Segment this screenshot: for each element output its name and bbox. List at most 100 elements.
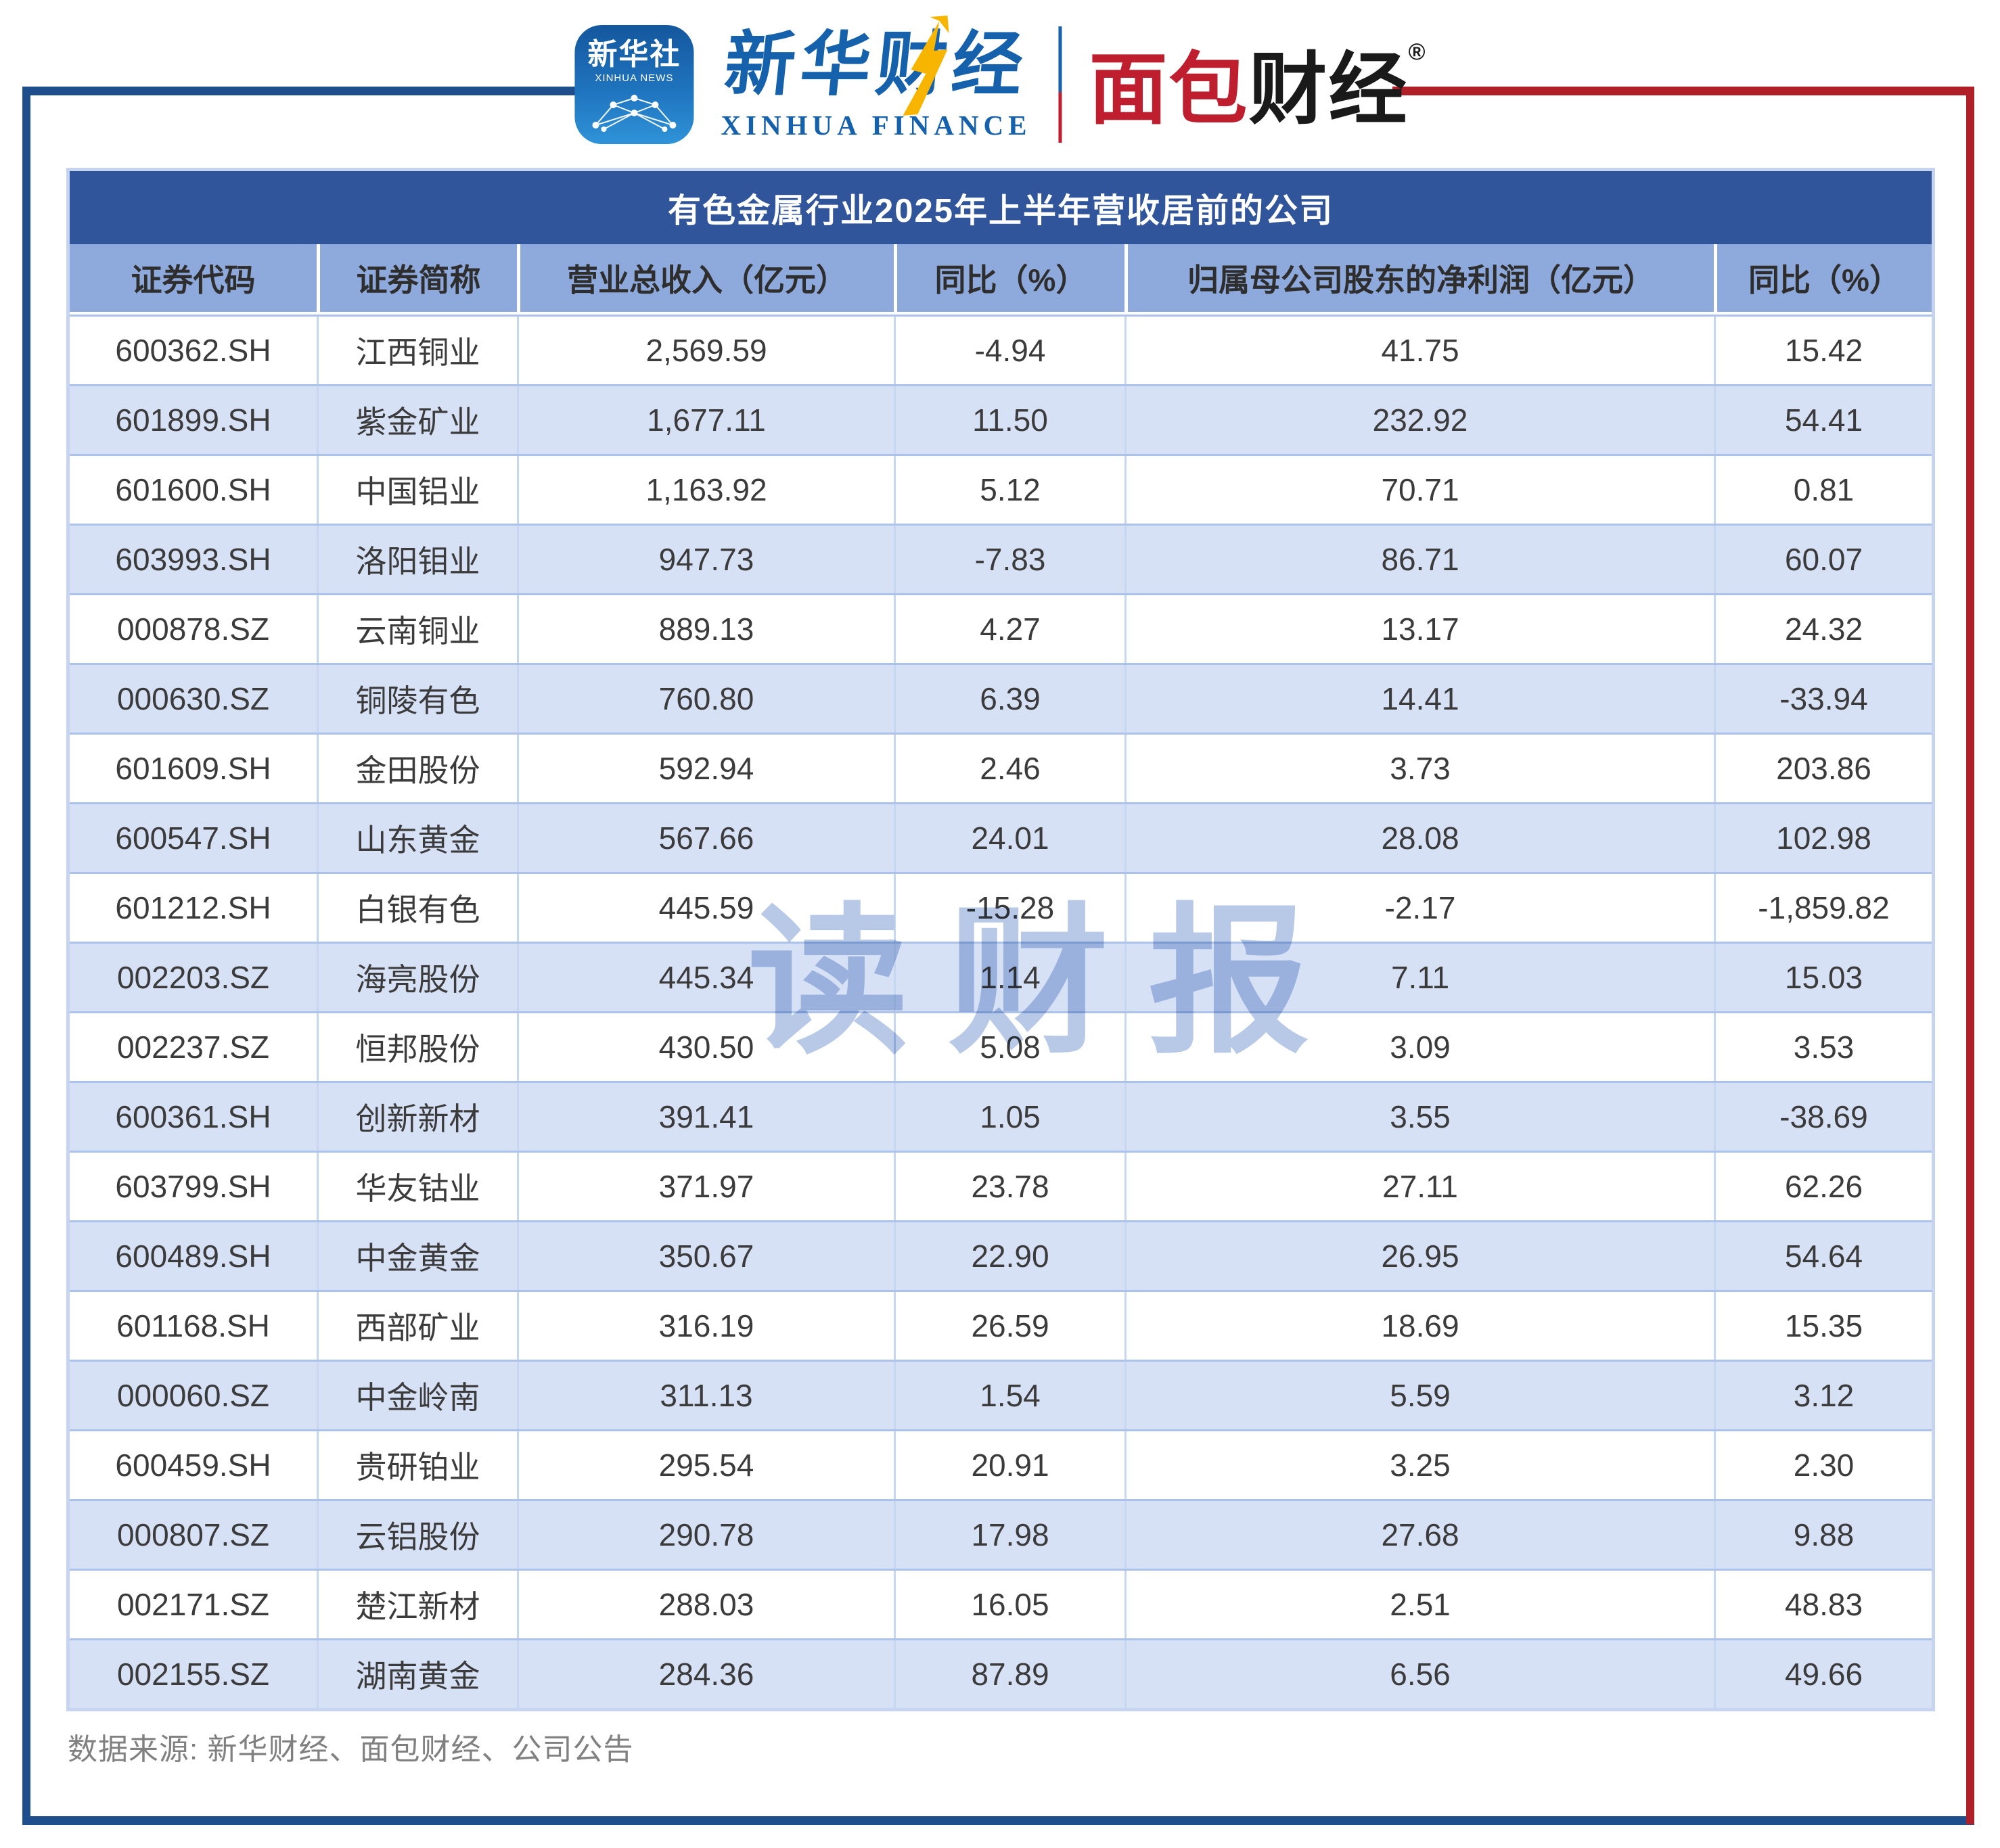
table-row: 601212.SH 白银有色 445.59 -15.28 -2.17 -1,859.82 [70, 872, 1932, 942]
cell-revenue-yoy: 4.27 [894, 595, 1124, 663]
cell-profit-yoy: -33.94 [1714, 665, 1932, 733]
table-row: 600459.SH 贵研铂业 295.54 20.91 3.25 2.30 [70, 1429, 1932, 1499]
cell-revenue-yoy: 24.01 [894, 804, 1124, 872]
cell-name: 海亮股份 [317, 944, 517, 1011]
cell-profit: 5.59 [1124, 1362, 1714, 1429]
cell-name: 山东黄金 [317, 804, 517, 872]
cell-profit-yoy: 102.98 [1714, 804, 1932, 872]
cell-profit: 2.51 [1124, 1571, 1714, 1638]
table-row: 002155.SZ 湖南黄金 284.36 87.89 6.56 49.66 [70, 1638, 1932, 1708]
mianbao-black-wordmark: 财经 [1248, 45, 1409, 133]
cell-code: 000060.SZ [116, 1378, 270, 1413]
cell-revenue: 760.80 [517, 665, 894, 733]
cell-profit-yoy: 15.35 [1714, 1292, 1932, 1360]
cell-revenue: 445.34 [517, 944, 894, 1011]
cell-name: 洛阳钼业 [317, 526, 517, 593]
branding-header: 新华社 XINHUA NEWS 新华财经 XINHUA FINANCE 面包 [574, 14, 1426, 156]
table-row: 600362.SH 江西铜业 2,569.59 -4.94 41.75 15.42 [70, 315, 1932, 384]
cell-code: 000630.SZ [116, 681, 270, 716]
cell-revenue: 350.67 [517, 1222, 894, 1290]
cell-profit: 7.11 [1124, 944, 1714, 1011]
xinhua-news-en-label: XINHUA NEWS [595, 72, 674, 84]
data-source-note: 数据来源: 新华财经、面包财经、公司公告 [68, 1733, 634, 1766]
cell-name: 紫金矿业 [317, 386, 517, 454]
mianbao-red-wordmark: 面包 [1089, 45, 1249, 133]
cell-profit: 232.92 [1124, 386, 1714, 454]
cell-revenue-yoy: 2.46 [894, 735, 1124, 802]
cell-code: 600547.SH [115, 821, 271, 856]
cell-profit-yoy: 3.12 [1714, 1362, 1932, 1429]
cell-revenue-yoy: 26.59 [894, 1292, 1124, 1360]
cell-profit: 3.73 [1124, 735, 1714, 802]
cell-name: 楚江新材 [317, 1571, 517, 1638]
cell-name: 恒邦股份 [317, 1013, 517, 1081]
yellow-arrow-icon [903, 16, 949, 116]
cell-revenue: 445.59 [517, 874, 894, 942]
column-header: 证券代码 [131, 262, 256, 298]
table-row: 002171.SZ 楚江新材 288.03 16.05 2.51 48.83 [70, 1569, 1932, 1638]
cell-name: 西部矿业 [317, 1292, 517, 1360]
cell-revenue: 391.41 [517, 1083, 894, 1151]
cell-profit-yoy: 15.42 [1714, 317, 1932, 384]
cell-revenue-yoy: -7.83 [894, 526, 1124, 593]
cell-profit-yoy: -1,859.82 [1714, 874, 1932, 942]
cell-profit-yoy: 62.26 [1714, 1153, 1932, 1220]
cell-revenue: 295.54 [517, 1431, 894, 1499]
cell-name: 贵研铂业 [317, 1431, 517, 1499]
cell-revenue-yoy: -15.28 [894, 874, 1124, 942]
cell-code: 601899.SH [115, 402, 271, 438]
cell-name: 华友钴业 [317, 1153, 517, 1220]
cell-code: 000807.SZ [116, 1517, 270, 1552]
cell-revenue: 592.94 [517, 735, 894, 802]
table-row: 600547.SH 山东黄金 567.66 24.01 28.08 102.98 [70, 802, 1932, 872]
cell-revenue: 290.78 [517, 1501, 894, 1569]
cell-revenue-yoy: 1.14 [894, 944, 1124, 1011]
cell-revenue-yoy: 11.50 [894, 386, 1124, 454]
cell-code: 000878.SZ [116, 611, 270, 647]
cell-profit: 28.08 [1124, 804, 1714, 872]
column-header: 同比（%） [1714, 244, 1932, 312]
cell-profit-yoy: 9.88 [1714, 1501, 1932, 1569]
frame-bar-left [22, 87, 30, 1824]
cell-profit: 41.75 [1124, 317, 1714, 384]
cell-code: 601609.SH [115, 751, 271, 786]
cell-profit: 18.69 [1124, 1292, 1714, 1360]
cell-revenue-yoy: 1.05 [894, 1083, 1124, 1151]
cell-profit-yoy: 54.64 [1714, 1222, 1932, 1290]
column-header: 同比（%） [894, 244, 1124, 312]
xinhua-news-cn-label: 新华社 [587, 38, 681, 71]
cell-revenue: 1,677.11 [517, 386, 894, 454]
table-row: 601600.SH 中国铝业 1,163.92 5.12 70.71 0.81 [70, 454, 1932, 524]
cell-profit: 14.41 [1124, 665, 1714, 733]
cell-profit: 27.11 [1124, 1153, 1714, 1220]
cell-code: 600459.SH [115, 1448, 271, 1483]
frame-bar-bottom [22, 1816, 1974, 1825]
cell-code: 002203.SZ [116, 960, 270, 995]
cell-profit: 13.17 [1124, 595, 1714, 663]
cell-code: 002237.SZ [116, 1030, 270, 1065]
cell-name: 中国铝业 [317, 456, 517, 524]
cell-revenue: 1,163.92 [517, 456, 894, 524]
mianbao-finance-logo: 面包 财经 ® [1089, 39, 1426, 130]
cell-profit: 27.68 [1124, 1501, 1714, 1569]
cell-revenue: 889.13 [517, 595, 894, 663]
cell-name: 湖南黄金 [317, 1640, 517, 1708]
cell-code: 603993.SH [115, 542, 271, 577]
cell-code: 600362.SH [115, 333, 271, 368]
cell-profit: 6.56 [1124, 1640, 1714, 1708]
table-row: 601899.SH 紫金矿业 1,677.11 11.50 232.92 54.41 [70, 384, 1932, 454]
cell-revenue: 430.50 [517, 1013, 894, 1081]
cell-profit: 86.71 [1124, 526, 1714, 593]
cell-profit-yoy: 54.41 [1714, 386, 1932, 454]
cell-name: 江西铜业 [317, 317, 517, 384]
cell-code: 600489.SH [115, 1239, 271, 1274]
registered-trademark-icon: ® [1408, 39, 1426, 65]
table-row: 000630.SZ 铜陵有色 760.80 6.39 14.41 -33.94 [70, 663, 1932, 733]
cell-code: 600361.SH [115, 1099, 271, 1134]
cell-name: 云铝股份 [317, 1501, 517, 1569]
cell-profit-yoy: 24.32 [1714, 595, 1932, 663]
table-row: 002203.SZ 海亮股份 445.34 1.14 7.11 15.03 [70, 942, 1932, 1011]
table-row: 601168.SH 西部矿业 316.19 26.59 18.69 15.35 [70, 1290, 1932, 1360]
cell-revenue: 284.36 [517, 1640, 894, 1708]
cell-revenue: 371.97 [517, 1153, 894, 1220]
